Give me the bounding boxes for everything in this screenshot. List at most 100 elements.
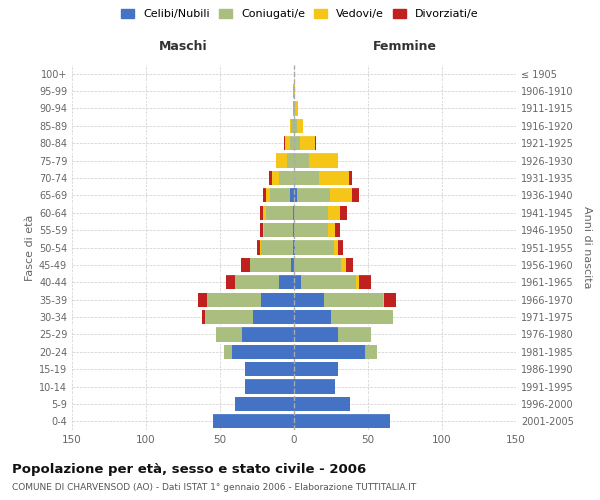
Bar <box>276 154 287 168</box>
Bar <box>335 223 340 237</box>
Bar <box>271 188 290 202</box>
Bar <box>260 240 262 254</box>
Bar <box>290 118 291 133</box>
Bar <box>294 171 319 185</box>
Bar <box>294 397 350 411</box>
Bar <box>293 223 294 237</box>
Bar <box>202 310 205 324</box>
Bar <box>266 188 271 202</box>
Bar <box>291 258 294 272</box>
Bar <box>279 275 294 289</box>
Bar <box>263 188 266 202</box>
Bar <box>294 136 300 150</box>
Bar <box>287 154 294 168</box>
Bar <box>365 344 377 359</box>
Bar <box>295 102 298 116</box>
Bar <box>265 223 293 237</box>
Bar <box>297 118 303 133</box>
Bar <box>294 258 341 272</box>
Bar <box>250 258 291 272</box>
Bar <box>290 136 294 150</box>
Bar <box>297 188 329 202</box>
Text: Maschi: Maschi <box>158 40 208 53</box>
Bar <box>328 206 340 220</box>
Bar <box>235 397 294 411</box>
Bar <box>349 171 352 185</box>
Bar <box>215 328 242 342</box>
Bar <box>263 223 265 237</box>
Bar <box>384 292 396 307</box>
Bar <box>294 275 301 289</box>
Legend: Celibi/Nubili, Coniugati/e, Vedovi/e, Divorziati/e: Celibi/Nubili, Coniugati/e, Vedovi/e, Di… <box>118 6 482 22</box>
Bar <box>341 258 346 272</box>
Bar <box>294 223 328 237</box>
Bar <box>266 206 293 220</box>
Bar <box>294 206 328 220</box>
Y-axis label: Fasce di età: Fasce di età <box>25 214 35 280</box>
Text: Popolazione per età, sesso e stato civile - 2006: Popolazione per età, sesso e stato civil… <box>12 462 366 475</box>
Bar <box>257 240 260 254</box>
Bar <box>260 206 263 220</box>
Bar <box>242 328 294 342</box>
Bar <box>260 223 263 237</box>
Bar <box>294 240 295 254</box>
Bar <box>253 310 294 324</box>
Bar <box>309 154 338 168</box>
Bar <box>206 292 262 307</box>
Bar <box>285 136 290 150</box>
Bar <box>294 344 365 359</box>
Bar <box>212 414 294 428</box>
Bar <box>328 223 335 237</box>
Bar <box>294 118 297 133</box>
Bar <box>290 188 294 202</box>
Bar <box>224 344 232 359</box>
Bar <box>338 328 371 342</box>
Bar <box>359 275 371 289</box>
Bar <box>300 136 315 150</box>
Bar <box>245 362 294 376</box>
Bar <box>294 154 309 168</box>
Text: Femmine: Femmine <box>373 40 437 53</box>
Bar <box>284 136 285 150</box>
Bar <box>198 292 206 307</box>
Bar <box>346 258 353 272</box>
Bar <box>205 310 253 324</box>
Bar <box>334 240 338 254</box>
Bar <box>272 171 279 185</box>
Bar <box>301 275 356 289</box>
Bar <box>263 206 266 220</box>
Bar <box>293 206 294 220</box>
Bar <box>295 240 334 254</box>
Bar <box>294 362 338 376</box>
Bar <box>340 206 347 220</box>
Bar <box>235 275 279 289</box>
Bar <box>352 188 359 202</box>
Bar <box>226 275 235 289</box>
Bar <box>315 136 316 150</box>
Bar <box>338 240 343 254</box>
Bar <box>294 84 295 98</box>
Bar <box>232 344 294 359</box>
Bar <box>294 102 295 116</box>
Bar <box>319 171 349 185</box>
Bar <box>294 414 390 428</box>
Bar <box>279 171 294 185</box>
Bar <box>262 292 294 307</box>
Y-axis label: Anni di nascita: Anni di nascita <box>582 206 592 289</box>
Bar <box>293 240 294 254</box>
Bar <box>294 292 323 307</box>
Bar <box>329 188 352 202</box>
Bar <box>383 292 384 307</box>
Bar <box>294 310 331 324</box>
Bar <box>291 118 294 133</box>
Bar <box>294 328 338 342</box>
Bar <box>323 292 383 307</box>
Bar <box>294 188 297 202</box>
Bar <box>331 310 393 324</box>
Bar <box>293 84 294 98</box>
Bar <box>294 380 335 394</box>
Bar <box>262 240 293 254</box>
Bar <box>356 275 359 289</box>
Bar <box>269 171 272 185</box>
Bar <box>293 102 294 116</box>
